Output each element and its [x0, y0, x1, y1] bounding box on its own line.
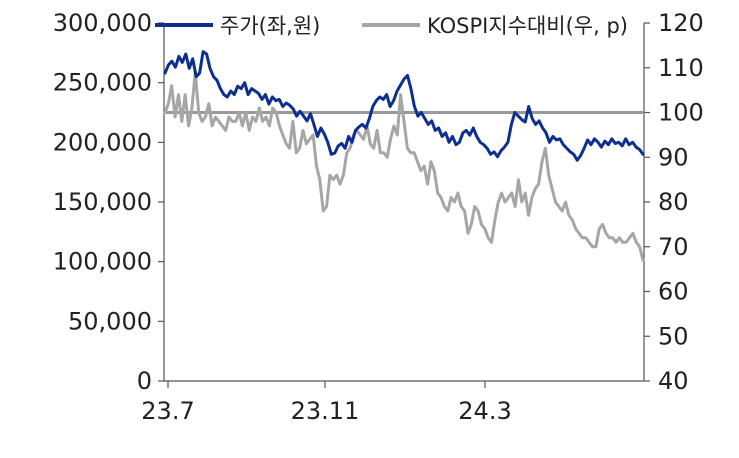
right-tick-label: 80: [658, 188, 689, 216]
right-tick-label: 90: [658, 143, 689, 171]
left-tick-label: 100,000: [53, 248, 152, 276]
left-tick-label: 200,000: [53, 128, 152, 156]
series-layer: [163, 50, 645, 262]
x-tick-label: 23.7: [141, 397, 194, 425]
axes: 0 50,000 100,000 150,000 200,000 250,000 300,0…: [53, 9, 704, 425]
right-tick-label: 50: [658, 322, 689, 350]
legend-label: 주가(좌,원): [220, 14, 320, 38]
left-tick-label: 150,000: [53, 188, 152, 216]
left-tick-label: 0: [137, 367, 152, 395]
x-tick-label: 23.11: [291, 397, 360, 425]
stock-price-series-line: [163, 50, 645, 162]
left-tick-label: 250,000: [53, 69, 152, 97]
right-tick-label: 110: [658, 54, 704, 82]
left-tick-label: 50,000: [68, 307, 152, 335]
left-tick-label: 300,000: [53, 9, 152, 37]
right-tick-label: 60: [658, 278, 689, 306]
legend-label: KOSPI지수대비(우, p): [427, 14, 628, 38]
right-tick-label: 40: [658, 367, 689, 395]
right-tick-label: 100: [658, 99, 704, 127]
legend: 주가(좌,원) KOSPI지수대비(우, p): [155, 14, 628, 38]
kospi-relative-series-line: [163, 70, 645, 262]
x-tick-label: 24.3: [458, 397, 511, 425]
right-tick-label: 120: [658, 9, 704, 37]
right-tick-label: 70: [658, 233, 689, 261]
